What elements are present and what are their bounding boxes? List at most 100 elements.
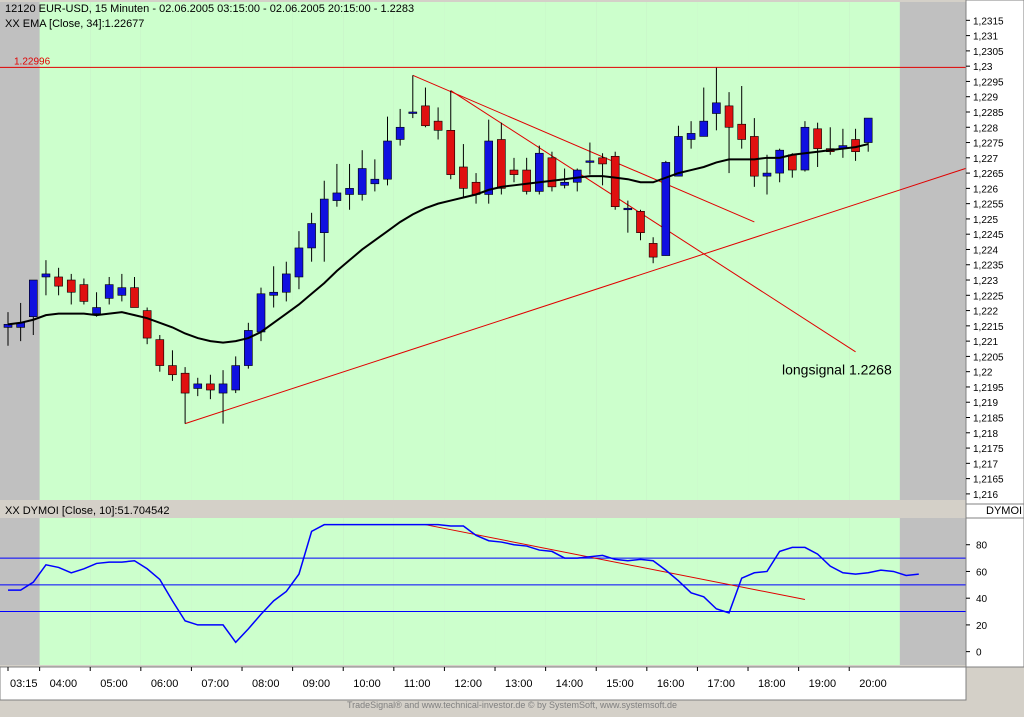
price-tick-label: 1,2205 xyxy=(973,352,1004,363)
osc-axis xyxy=(965,503,1024,668)
dymoi-tab[interactable]: DYMOI xyxy=(986,505,1022,517)
candle-body xyxy=(206,383,215,391)
price-tick-label: 1,2275 xyxy=(973,139,1004,150)
price-tick-label: 1,225 xyxy=(973,215,998,226)
price-tick-label: 1,2295 xyxy=(973,77,1004,88)
candle-body xyxy=(712,102,721,114)
hour-band-osc xyxy=(191,518,243,665)
candle-body xyxy=(79,284,89,302)
candle-body xyxy=(370,178,380,185)
osc-trendline xyxy=(425,524,806,601)
candle-body xyxy=(180,372,190,394)
price-tick-label: 1,22 xyxy=(973,368,993,379)
candle-body xyxy=(307,223,316,249)
candle-body xyxy=(610,155,620,207)
chart-title: 12120 EUR-USD, 15 Minuten - 02.06.2005 0… xyxy=(5,3,414,15)
candle-body xyxy=(762,172,772,177)
candle-body xyxy=(509,169,519,175)
time-tick-label: 08:00 xyxy=(252,678,280,690)
price-tick-label: 1,23 xyxy=(973,62,993,73)
price-tick-label: 1,216 xyxy=(973,490,998,501)
candle-body xyxy=(636,210,645,233)
price-tick-label: 1,2245 xyxy=(973,230,1004,241)
time-tick-label: 17:00 xyxy=(707,678,735,690)
candle-body xyxy=(598,157,607,165)
osc-tick-label: 40 xyxy=(976,594,988,605)
candle-body xyxy=(231,365,240,391)
hour-band-osc xyxy=(343,518,394,665)
hour-band-price xyxy=(242,2,293,500)
hour-band-price xyxy=(697,2,749,500)
hour-band-osc xyxy=(242,518,293,665)
time-tick-label: 18:00 xyxy=(758,678,786,690)
candle-body xyxy=(142,310,152,339)
time-tick-label: 05:00 xyxy=(100,678,128,690)
resistance-label: 1.22996 xyxy=(14,56,51,67)
hour-band-price xyxy=(343,2,394,500)
candle-body xyxy=(218,383,228,394)
candle-body xyxy=(104,284,114,299)
hour-band-osc xyxy=(39,518,91,665)
candle-body xyxy=(92,307,101,314)
price-tick-label: 1,223 xyxy=(973,276,998,287)
hour-band-osc xyxy=(545,518,597,665)
time-tick-label: 13:00 xyxy=(505,678,533,690)
time-tick-label: 12:00 xyxy=(454,678,482,690)
resistance-trendline-1 xyxy=(412,74,755,223)
hour-band-price xyxy=(748,2,799,500)
candle-body xyxy=(281,273,291,293)
dymoi-label: XX DYMOI [Close, 10]:51.704542 xyxy=(5,505,169,517)
price-tick-label: 1,219 xyxy=(973,398,998,409)
hour-band-osc xyxy=(798,518,850,665)
candle-body xyxy=(800,126,810,171)
candle-body xyxy=(724,105,734,128)
osc-tick-label: 20 xyxy=(976,621,988,632)
price-tick-label: 1,218 xyxy=(973,429,998,440)
price-tick-label: 1,2235 xyxy=(973,261,1004,272)
candle-body xyxy=(446,130,456,175)
candle-body xyxy=(383,140,392,180)
hour-band-price xyxy=(495,2,546,500)
ema-line xyxy=(7,143,869,344)
candle-body xyxy=(41,273,51,278)
candle-body xyxy=(547,157,557,188)
candle-body xyxy=(674,136,683,177)
osc-tick-label: 80 xyxy=(976,541,988,552)
candle-body xyxy=(256,293,266,333)
price-tick-label: 1,2315 xyxy=(973,16,1004,27)
candle-body xyxy=(244,330,253,366)
hour-band-price xyxy=(140,2,192,500)
time-tick-label: 20:00 xyxy=(859,678,887,690)
hour-band-price xyxy=(444,2,496,500)
osc-tick-label: 60 xyxy=(976,567,988,578)
time-tick-label: 04:00 xyxy=(50,678,78,690)
candle-body xyxy=(623,207,633,211)
price-tick-label: 1,2165 xyxy=(973,475,1004,486)
price-tick-label: 1,231 xyxy=(973,32,998,43)
hour-band-price xyxy=(596,2,647,500)
price-tick-label: 1,227 xyxy=(973,154,998,165)
price-tick-label: 1,2195 xyxy=(973,383,1004,394)
candle-body xyxy=(269,291,278,296)
candle-body xyxy=(813,128,822,149)
candle-body xyxy=(193,383,203,389)
hour-band-price xyxy=(798,2,850,500)
candle-body xyxy=(130,287,139,308)
candle-body xyxy=(408,111,418,114)
price-tick-label: 1,2265 xyxy=(973,169,1004,180)
osc-tick-label: 0 xyxy=(976,648,982,659)
candle-body xyxy=(750,136,759,177)
hour-band-price xyxy=(90,2,141,500)
hour-band-osc xyxy=(444,518,496,665)
time-tick-label: 06:00 xyxy=(151,678,179,690)
resistance-trendline-2 xyxy=(450,90,856,353)
time-tick-label: 09:00 xyxy=(303,678,331,690)
candle-body xyxy=(787,154,797,171)
footer-credits: TradeSignal® and www.technical-investor.… xyxy=(347,700,677,710)
candle-body xyxy=(66,279,76,293)
hour-band-price xyxy=(849,2,900,500)
candle-body xyxy=(168,365,177,376)
time-tick-label: 14:00 xyxy=(556,678,584,690)
candle-body xyxy=(497,139,506,189)
candle-body xyxy=(294,247,304,278)
